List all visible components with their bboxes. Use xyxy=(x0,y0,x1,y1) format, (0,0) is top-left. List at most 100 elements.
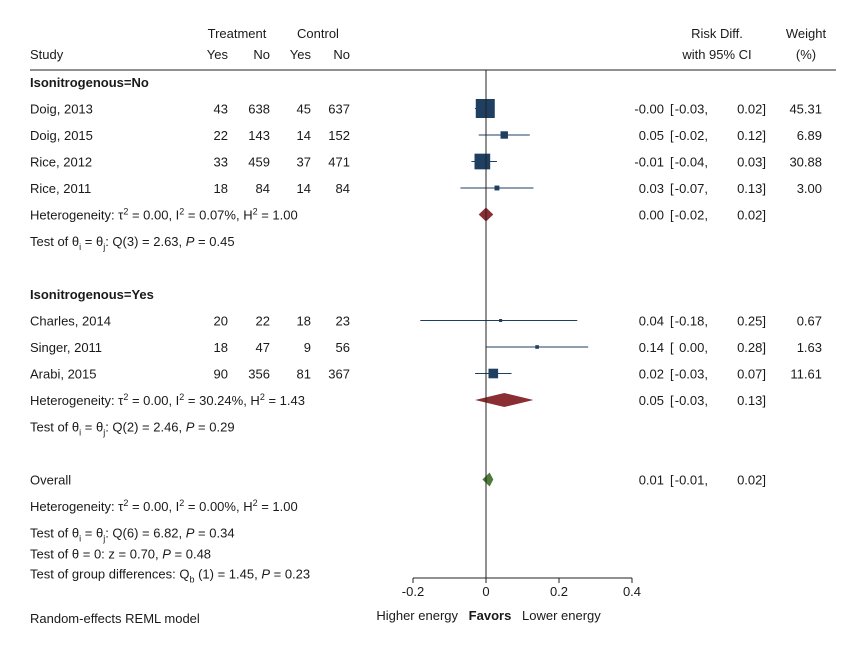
overall-diamond xyxy=(482,472,494,487)
effect-estimate: 0.01 xyxy=(639,473,664,488)
ci-upper: 0.02] xyxy=(737,102,766,117)
effect-estimate: -0.01 xyxy=(634,155,664,170)
ci-upper: 0.07] xyxy=(737,367,766,382)
treatment-yes-count: 18 xyxy=(214,340,228,355)
ci-lower: -0.03, xyxy=(675,367,708,382)
effect-estimate: 0.03 xyxy=(639,181,664,196)
x-tick-label: 0.4 xyxy=(623,584,641,599)
x-axis: -0.2 0 0.2 0.4 xyxy=(402,577,641,599)
ci-lower: 0.00, xyxy=(679,340,708,355)
x-tick-label: -0.2 xyxy=(402,584,424,599)
study-weight: 30.88 xyxy=(789,155,822,170)
effect-estimate: 0.05 xyxy=(639,128,664,143)
study-weight: 6.89 xyxy=(797,128,822,143)
study-weight: 1.63 xyxy=(797,340,822,355)
ci-upper: 0.28] xyxy=(737,340,766,355)
control-yes-count: 14 xyxy=(297,181,311,196)
treatment-yes-count: 18 xyxy=(214,181,228,196)
control-no-header: No xyxy=(333,47,350,62)
ci-upper: 0.13] xyxy=(737,393,766,408)
control-no-count: 84 xyxy=(336,181,350,196)
study-name: Doig, 2015 xyxy=(30,128,93,143)
control-yes-count: 81 xyxy=(297,367,311,382)
ci-bracket-open: [ xyxy=(670,208,674,223)
group-difference-test: Test of group differences: Qb (1) = 1.45… xyxy=(30,567,310,585)
subgroup-heterogeneity: Heterogeneity: τ2 = 0.00, I2 = 0.07%, H2… xyxy=(30,207,298,223)
control-no-count: 471 xyxy=(328,155,350,170)
ci-upper: 0.02] xyxy=(737,208,766,223)
subgroup-diamond xyxy=(475,393,534,407)
study-name: Doig, 2013 xyxy=(30,102,93,117)
weight-column-header: Weight xyxy=(786,26,827,41)
treatment-no-count: 84 xyxy=(256,181,270,196)
ci-bracket-open: [ xyxy=(670,181,674,196)
ci-bracket-open: [ xyxy=(670,393,674,408)
subgroup-heterogeneity: Heterogeneity: τ2 = 0.00, I2 = 30.24%, H… xyxy=(30,392,305,408)
control-yes-count: 14 xyxy=(297,128,311,143)
effect-estimate: 0.04 xyxy=(639,314,664,329)
study-weight: 11.61 xyxy=(790,367,822,382)
study-weight: 45.31 xyxy=(789,102,822,117)
ci-upper: 0.02] xyxy=(737,473,766,488)
study-marker xyxy=(475,99,495,118)
ci-lower: -0.03, xyxy=(675,102,708,117)
treatment-no-count: 459 xyxy=(248,155,270,170)
control-no-count: 56 xyxy=(336,340,350,355)
treatment-no-count: 143 xyxy=(248,128,270,143)
study-marker xyxy=(488,368,499,379)
control-no-count: 23 xyxy=(336,314,350,329)
control-column-header: Control xyxy=(297,26,339,41)
ci-bracket-open: [ xyxy=(670,340,674,355)
favors-left-label: Higher energy xyxy=(376,608,458,623)
control-no-count: 637 xyxy=(328,102,350,117)
treatment-column-header: Treatment xyxy=(208,26,267,41)
subgroup-label: Isonitrogenous=No xyxy=(30,75,149,90)
overall-test-zero: Test of θ = 0: z = 0.70, P = 0.48 xyxy=(30,547,211,562)
control-no-count: 367 xyxy=(328,367,350,382)
study-name: Rice, 2012 xyxy=(30,155,92,170)
treatment-no-count: 22 xyxy=(256,314,270,329)
ci-upper: 0.25] xyxy=(737,314,766,329)
treatment-no-count: 356 xyxy=(248,367,270,382)
control-no-count: 152 xyxy=(328,128,350,143)
subgroup-test: Test of θi = θj: Q(2) = 2.46, P = 0.29 xyxy=(30,420,235,438)
ci-bracket-open: [ xyxy=(670,314,674,329)
treatment-yes-header: Yes xyxy=(207,47,229,62)
treatment-yes-count: 20 xyxy=(214,314,228,329)
overall-test-equality: Test of θi = θj: Q(6) = 6.82, P = 0.34 xyxy=(30,526,235,544)
treatment-no-count: 47 xyxy=(256,340,270,355)
study-name: Rice, 2011 xyxy=(30,181,91,196)
study-weight: 3.00 xyxy=(797,181,822,196)
overall-heterogeneity: Heterogeneity: τ2 = 0.00, I2 = 0.00%, H2… xyxy=(30,498,298,514)
subgroup-test: Test of θi = θj: Q(3) = 2.63, P = 0.45 xyxy=(30,234,235,252)
effect-estimate: 0.00 xyxy=(639,208,664,223)
plot-marks xyxy=(420,70,589,578)
ci-bracket-open: [ xyxy=(670,367,674,382)
study-marker xyxy=(499,319,503,322)
control-yes-header: Yes xyxy=(290,47,312,62)
study-marker xyxy=(500,131,508,139)
weight-unit-header: (%) xyxy=(796,47,816,62)
study-weight: 0.67 xyxy=(797,314,822,329)
control-yes-count: 18 xyxy=(297,314,311,329)
ci-lower: -0.02, xyxy=(675,128,708,143)
ci-upper: 0.13] xyxy=(737,181,766,196)
control-yes-count: 45 xyxy=(297,102,311,117)
control-yes-count: 37 xyxy=(297,155,311,170)
study-name: Charles, 2014 xyxy=(30,314,111,329)
treatment-yes-count: 22 xyxy=(214,128,228,143)
ci-bracket-open: [ xyxy=(670,473,674,488)
ci-lower: -0.07, xyxy=(675,181,708,196)
table-header: Study Treatment Control Yes No Yes No Ri… xyxy=(30,26,826,62)
study-name: Singer, 2011 xyxy=(30,340,102,355)
study-column-header: Study xyxy=(30,47,64,62)
ci-lower: -0.01, xyxy=(675,473,708,488)
study-marker xyxy=(535,345,539,349)
ci-lower: -0.18, xyxy=(675,314,708,329)
treatment-no-header: No xyxy=(253,47,270,62)
treatment-no-count: 638 xyxy=(248,102,270,117)
x-tick-label: 0.2 xyxy=(550,584,568,599)
favors-right-label: Lower energy xyxy=(522,608,601,623)
study-marker xyxy=(494,185,500,191)
